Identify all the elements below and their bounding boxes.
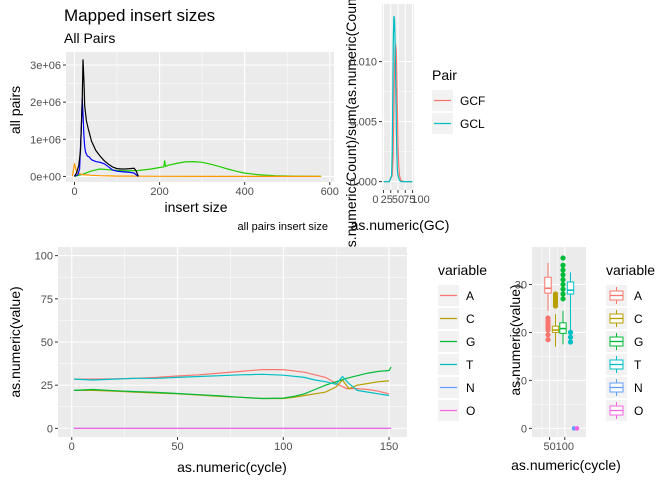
cycle-legend-label: G: [466, 335, 475, 349]
insert-caption: all pairs insert size: [238, 221, 328, 233]
box-legend-label: C: [634, 312, 643, 326]
box-legend-label: T: [634, 358, 642, 372]
gc-series-gcl-line: [383, 15, 413, 183]
cycle-y-tick-label: 75: [41, 294, 53, 306]
insert-x-axis-title: insert size: [164, 199, 227, 215]
cycle-legend-label: C: [466, 312, 475, 326]
insert-x-tick-label: 600: [321, 186, 339, 198]
box-g-outlier: [560, 255, 566, 261]
box-a-outlier: [545, 332, 551, 338]
cycle-y-tick-label: 50: [41, 337, 53, 349]
insert-x-tick-label: 400: [235, 186, 253, 198]
cycle-y-axis-title: as.numeric(value): [7, 286, 23, 397]
box-legend-label: G: [634, 335, 643, 349]
cycle-legend-label: N: [466, 381, 475, 395]
cycle-x-tick-label: 100: [274, 441, 292, 453]
gc-x-tick-label: 0: [372, 194, 378, 206]
box-g-outlier: [560, 286, 566, 292]
box-t-box: [566, 281, 575, 295]
gc-x-tick-label: 50: [392, 194, 404, 206]
insert-y-tick-label: 1e+06: [30, 134, 61, 146]
box-t-outlier: [567, 334, 574, 340]
gc-legend-label: GCL: [460, 117, 485, 131]
box-y-tick-label: 30: [515, 279, 527, 291]
box-x-tick-label: 100: [556, 441, 574, 453]
box-t-outlier: [567, 329, 574, 336]
insert-y-tick-label: 2e+06: [30, 97, 61, 109]
insert-y-axis-title: all pairs: [7, 86, 23, 134]
gc-legend-label: GCF: [460, 94, 485, 108]
cycle-y-tick-label: 25: [41, 380, 53, 392]
box-legend-label: A: [634, 289, 642, 303]
box-g-outlier: [560, 272, 566, 278]
box-g-outlier: [560, 281, 566, 288]
cycle-series-g-line: [73, 366, 392, 400]
box-a-outlier: [545, 315, 551, 321]
cycle-legend-label: T: [466, 358, 474, 372]
cycle-x-tick-label: 50: [171, 441, 183, 453]
cycle-x-axis-title: as.numeric(cycle): [177, 459, 287, 475]
cycle-series-t-line: [73, 373, 390, 397]
box-t-outlier: [567, 339, 574, 345]
box-y-tick-label: 10: [515, 375, 527, 387]
cycle-y-tick-label: 100: [35, 251, 53, 263]
box-x-axis-title: as.numeric(cycle): [511, 457, 621, 473]
box-a-box: [544, 276, 552, 294]
box-g-outlier: [560, 262, 566, 268]
insert-series-green-line: [74, 160, 322, 177]
gc-x-axis-title: as.numeric(GC): [351, 217, 450, 233]
box-g-outlier: [560, 291, 566, 297]
box-x-tick-label: 50: [543, 441, 555, 453]
box-legend-label: N: [634, 381, 643, 395]
box-o-point: [574, 426, 580, 431]
cycle-legend-label: A: [466, 289, 474, 303]
gc-x-tick-label: 75: [403, 194, 415, 206]
box-legend-label: O: [634, 404, 643, 418]
gc-y-axis-title: as.numeric(Count)/sum(as.numeric(Count)): [343, 0, 359, 255]
box-c-outlier: [552, 291, 559, 297]
gc-y-tick-label: 0.000: [349, 177, 377, 189]
box-a-outlier: [545, 337, 551, 343]
gc-x-tick-label: 100: [411, 194, 429, 206]
box-g-outlier: [560, 267, 566, 273]
insert-y-tick-label: 3e+06: [30, 60, 61, 72]
insert-x-tick-label: 200: [150, 186, 168, 198]
cycle-legend-label: O: [466, 404, 475, 418]
box-legend-title: variable: [606, 262, 655, 278]
box-y-tick-label: 20: [515, 327, 527, 339]
cycle-x-tick-label: 0: [69, 441, 75, 453]
gc-legend-title: Pair: [432, 67, 457, 83]
chart-subtitle: All Pairs: [64, 30, 115, 46]
box-y-tick-label: 0: [521, 423, 527, 435]
insert-x-tick-label: 0: [71, 186, 77, 198]
gc-y-tick-label: 0.010: [349, 57, 377, 69]
cycle-y-tick-label: 0: [47, 423, 53, 435]
gc-x-tick-label: 25: [381, 194, 393, 206]
box-y-axis-title: as.numeric(value): [507, 284, 523, 395]
cycle-legend-title: variable: [438, 262, 487, 278]
box-plot-background: [532, 247, 586, 437]
insert-y-tick-label: 0e+00: [30, 171, 61, 183]
cycle-x-tick-label: 150: [380, 441, 398, 453]
box-g-outlier: [560, 296, 566, 302]
chart-title: Mapped insert sizes: [64, 6, 215, 25]
box-g-outlier: [560, 277, 566, 283]
insert-series-black-line: [73, 59, 139, 177]
gc-y-tick-label: 0.005: [349, 117, 377, 129]
insert-plot-background: [66, 52, 334, 182]
